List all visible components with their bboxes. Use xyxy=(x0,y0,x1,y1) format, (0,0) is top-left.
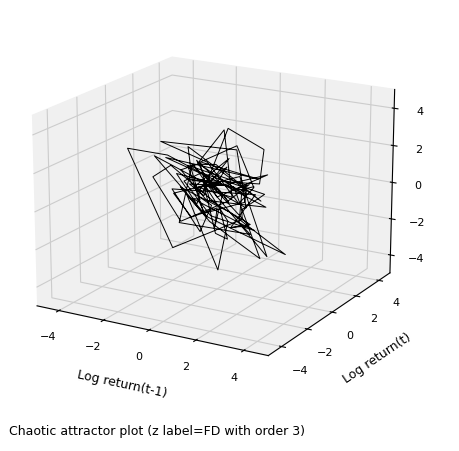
Y-axis label: Log return(t): Log return(t) xyxy=(340,330,412,385)
X-axis label: Log return(t-1): Log return(t-1) xyxy=(76,368,168,399)
Text: Chaotic attractor plot (z label=FD with order 3): Chaotic attractor plot (z label=FD with … xyxy=(9,424,304,437)
